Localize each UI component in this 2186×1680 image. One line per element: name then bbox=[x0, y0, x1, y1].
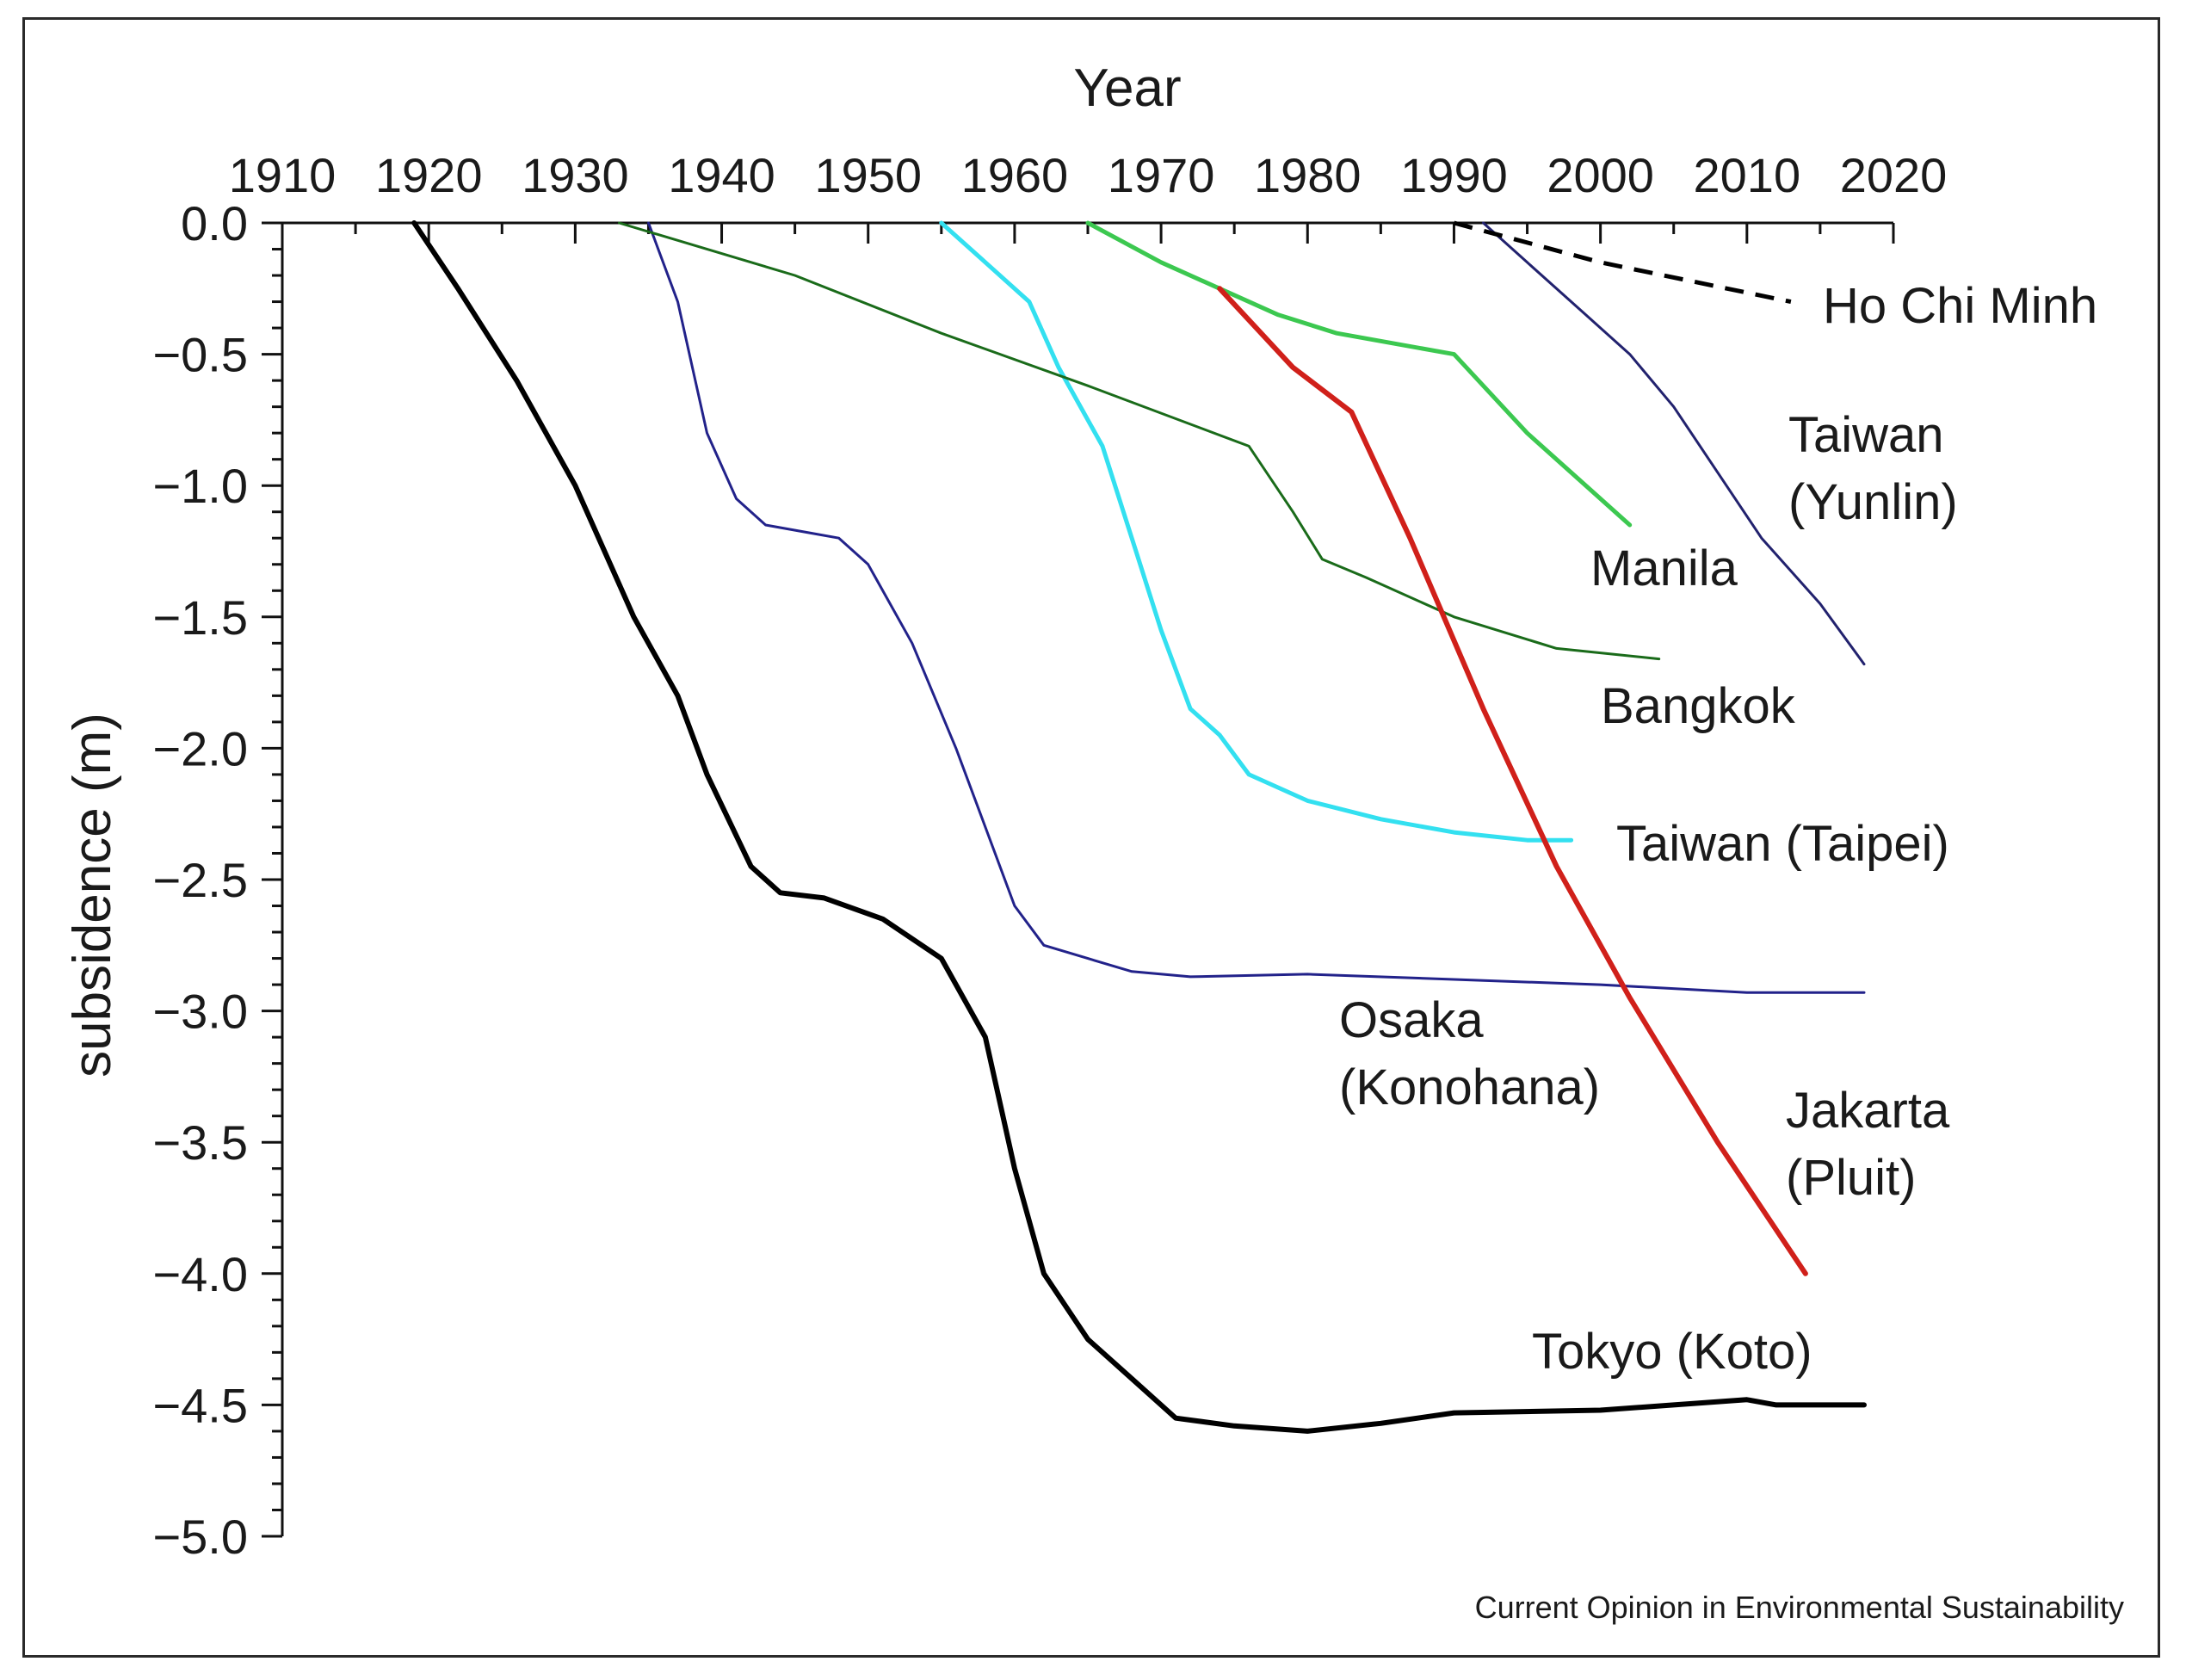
series-line-manila bbox=[1085, 220, 1633, 528]
x-tick-label: 2010 bbox=[1694, 148, 1801, 202]
series-line-tokyo-koto bbox=[411, 220, 1867, 1434]
y-tick-label: −5.0 bbox=[152, 1510, 248, 1564]
y-tick-label: −4.0 bbox=[152, 1247, 248, 1301]
x-tick-label: 2020 bbox=[1840, 148, 1948, 202]
series-line-bangkok bbox=[617, 221, 1661, 661]
y-tick-label: −1.0 bbox=[152, 459, 248, 513]
series-label-line: Osaka bbox=[1339, 992, 1484, 1048]
series-line-taiwan-yunlin bbox=[1482, 221, 1866, 666]
x-tick-label: 1990 bbox=[1400, 148, 1508, 202]
series-label-line: Jakarta bbox=[1786, 1083, 1950, 1139]
series-label-line: Ho Chi Minh bbox=[1823, 278, 2097, 334]
series-line-jakarta-pluit bbox=[1217, 286, 1808, 1276]
x-tick-label: 1980 bbox=[1254, 148, 1362, 202]
series-line-osaka-konohana bbox=[647, 221, 1866, 994]
y-tick-label: −3.5 bbox=[152, 1115, 248, 1170]
series-label-bangkok: Bangkok bbox=[1601, 678, 1796, 734]
series-line-ho-chi-minh bbox=[1453, 220, 1792, 305]
source-credit: Current Opinion in Environmental Sustain… bbox=[1475, 1590, 2124, 1625]
y-tick-label: −2.5 bbox=[152, 853, 248, 907]
series-label-line: Bangkok bbox=[1601, 678, 1796, 734]
series-label-line: Manila bbox=[1590, 540, 1738, 596]
series-label-taiwan-yunlin: Taiwan (Yunlin) bbox=[1788, 407, 1958, 530]
series-label-line: Taiwan bbox=[1788, 407, 1944, 463]
series-lines bbox=[411, 220, 1867, 1434]
x-tick-label: 1930 bbox=[522, 148, 629, 202]
x-tick-label: 1940 bbox=[668, 148, 775, 202]
x-tick-label: 1970 bbox=[1108, 148, 1215, 202]
series-label-line: (Pluit) bbox=[1786, 1150, 1916, 1206]
x-tick-label: 1920 bbox=[375, 148, 483, 202]
y-tick-label: −1.5 bbox=[152, 590, 248, 645]
figure-frame bbox=[22, 17, 2160, 1658]
y-tick-label: −4.5 bbox=[152, 1378, 248, 1432]
y-tick-label: −2.0 bbox=[152, 721, 248, 775]
series-label-osaka-konohana: Osaka (Konohana) bbox=[1339, 992, 1600, 1115]
series-label-line: Taiwan (Taipei) bbox=[1616, 816, 1949, 872]
series-label-line: (Yunlin) bbox=[1788, 474, 1958, 530]
axes: 1910 1920 1930 1940 1950 1960 1970 1980 1990 2000… bbox=[152, 148, 1947, 1564]
x-axis-title: Year bbox=[1073, 59, 1181, 118]
y-tick-label: −3.0 bbox=[152, 985, 248, 1039]
x-tick-label: 2000 bbox=[1547, 148, 1654, 202]
x-tick-label: 1960 bbox=[961, 148, 1069, 202]
series-line-taiwan-taipei bbox=[939, 220, 1574, 843]
series-label-ho-chi-minh: Ho Chi Minh bbox=[1823, 278, 2097, 334]
series-labels: Tokyo (Koto) Osaka (Konohana) Taiwan (Taipe… bbox=[1339, 278, 2097, 1380]
y-tick-label: −0.5 bbox=[152, 328, 248, 382]
series-label-manila: Manila bbox=[1590, 540, 1738, 596]
y-tick-label: 0.0 bbox=[181, 196, 248, 250]
x-tick-label: 1950 bbox=[814, 148, 922, 202]
series-label-jakarta-pluit: Jakarta (Pluit) bbox=[1786, 1083, 1950, 1206]
x-tick-label: 1910 bbox=[229, 148, 337, 202]
series-label-line: (Konohana) bbox=[1339, 1059, 1600, 1115]
series-label-tokyo-koto: Tokyo (Koto) bbox=[1532, 1324, 1812, 1380]
y-axis-title: subsidence (m) bbox=[63, 713, 122, 1078]
series-label-line: Tokyo (Koto) bbox=[1532, 1324, 1812, 1380]
series-label-taiwan-taipei: Taiwan (Taipei) bbox=[1616, 816, 1949, 872]
